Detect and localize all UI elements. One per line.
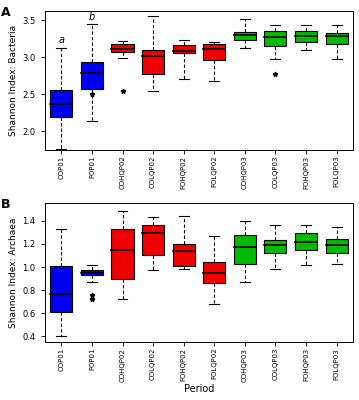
Bar <box>265 31 286 46</box>
Text: A: A <box>1 6 11 19</box>
Bar <box>234 32 256 40</box>
Bar <box>203 44 225 60</box>
Text: b: b <box>89 12 95 22</box>
Bar <box>142 50 164 74</box>
Bar <box>142 225 164 256</box>
Text: a: a <box>58 35 64 45</box>
Bar <box>112 229 134 278</box>
Bar <box>50 266 73 312</box>
Text: B: B <box>1 198 11 211</box>
Bar <box>265 240 286 253</box>
Bar <box>112 44 134 52</box>
Bar <box>234 235 256 264</box>
Bar <box>50 90 73 116</box>
Bar <box>326 33 348 44</box>
Bar <box>326 239 348 253</box>
Bar <box>173 44 195 54</box>
Y-axis label: Shannon Index: Archaea: Shannon Index: Archaea <box>9 218 18 328</box>
Bar <box>203 262 225 283</box>
Bar <box>295 31 317 42</box>
X-axis label: Period: Period <box>184 384 214 394</box>
Y-axis label: Shannon Index: Bacteria: Shannon Index: Bacteria <box>9 25 18 136</box>
Bar <box>173 244 195 266</box>
Bar <box>295 234 317 250</box>
Bar <box>81 62 103 89</box>
Bar <box>81 270 103 275</box>
